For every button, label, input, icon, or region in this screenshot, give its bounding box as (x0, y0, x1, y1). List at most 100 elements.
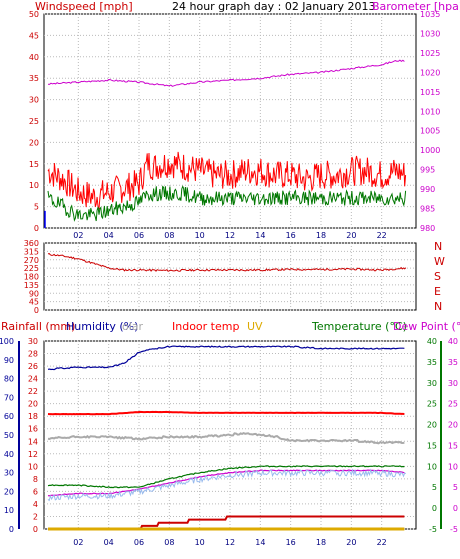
wind-tick-10: 10 (29, 181, 39, 190)
baro-tick-1010: 1010 (420, 107, 440, 116)
baro-tick-985: 985 (420, 205, 435, 214)
humidity-tick-70: 70 (4, 393, 14, 402)
rain-tick-24: 24 (28, 375, 38, 384)
series-temperature (47, 465, 405, 489)
humidity-axis-title: Humidity (%) (66, 320, 138, 333)
humidity-tick-30: 30 (4, 469, 14, 478)
baro-tick-1025: 1025 (420, 49, 440, 58)
windspeed-axis-title: Windspeed [mph] (35, 0, 133, 13)
series-barometer (47, 59, 405, 87)
rain-tick-4: 4 (33, 500, 38, 509)
rain-tick-8: 8 (33, 475, 38, 484)
hour-tick-08: 08 (164, 231, 174, 240)
humidity-tick-90: 90 (4, 356, 14, 365)
humidity-tick-10: 10 (4, 506, 14, 515)
dir-label-n-top: N (434, 240, 442, 253)
baro-tick-990: 990 (420, 185, 435, 194)
wind-tick-45: 45 (29, 31, 39, 40)
temp-tick-20: 20 (427, 421, 437, 430)
hour-tick-16: 16 (286, 538, 296, 547)
hour-tick-06: 06 (134, 231, 144, 240)
temp-tick-5: 5 (432, 483, 437, 492)
dir-tick-45: 45 (29, 298, 39, 307)
wind-barometer-panel: 0510152025303540455098098599099510001005… (29, 10, 441, 240)
dewpoint-tick-20: 20 (448, 421, 458, 430)
dir-tick-180: 180 (24, 273, 39, 282)
barometer-axis-title: Barometer [hpa] (372, 0, 460, 13)
hour-tick-06: 06 (134, 538, 144, 547)
rain-tick-26: 26 (28, 362, 38, 371)
hour-tick-14: 14 (255, 538, 265, 547)
dewpoint-axis-title: Dew Point (°C) (393, 320, 460, 333)
temp-humidity-panel: 0 10 20 30 40 5 06 0 70 80 90 100 02 4 6 8 10 12 14 16 18 20 2… (0, 337, 458, 547)
series-dew-point (47, 469, 405, 497)
baro-tick-1005: 1005 (420, 127, 440, 136)
rain-tick-12: 12 (28, 450, 38, 459)
baro-tick-1015: 1015 (420, 88, 440, 97)
series-indoor-temp (47, 410, 405, 416)
rain-tick-6: 6 (33, 487, 38, 496)
dewpoint-tick-40: 40 (448, 337, 458, 346)
hour-tick-04: 04 (104, 538, 114, 547)
dir-tick-315: 315 (24, 247, 39, 256)
hour-tick-12: 12 (225, 538, 235, 547)
dewpoint-tick-10: 10 (448, 462, 458, 471)
hour-tick-20: 20 (346, 538, 356, 547)
wind-tick-0: 0 (34, 224, 39, 233)
baro-tick-1000: 1000 (420, 146, 440, 155)
wind-tick-35: 35 (29, 74, 39, 83)
dir-label-s: S (434, 270, 441, 283)
temp-tick-30: 30 (427, 379, 437, 388)
temp-tick-35: 35 (427, 358, 437, 367)
rain-tick-22: 22 (28, 387, 38, 396)
dewpoint-tick-25: 25 (448, 400, 458, 409)
rain-tick-16: 16 (28, 425, 38, 434)
dir-label-n-bottom: N (434, 300, 442, 313)
series-humidity (47, 345, 405, 371)
humidity-tick-80: 80 (4, 375, 14, 384)
rain-tick-14: 14 (28, 437, 38, 446)
chart-title: 24 hour graph day : 02 January 2013 (172, 0, 376, 13)
wind-tick-30: 30 (29, 96, 39, 105)
baro-tick-1035: 1035 (420, 10, 440, 19)
uv-axis-title: UV (247, 320, 263, 333)
hour-tick-22: 22 (377, 538, 387, 547)
wind-tick-20: 20 (29, 138, 39, 147)
series-windspeed-gust (47, 151, 407, 210)
hour-tick-16: 16 (286, 231, 296, 240)
hour-tick-02: 02 (73, 231, 83, 240)
hour-tick-10: 10 (195, 231, 205, 240)
humidity-tick-40: 40 (4, 450, 14, 459)
rain-tick-30: 30 (28, 337, 38, 346)
hour-tick-08: 08 (164, 538, 174, 547)
solar-axis-title: olar (122, 320, 144, 333)
rain-tick-2: 2 (33, 512, 38, 521)
dewpoint-tick-15: 15 (448, 441, 458, 450)
temp-tick-40: 40 (427, 337, 437, 346)
temp-tick-15: 15 (427, 441, 437, 450)
dir-tick-135: 135 (24, 281, 39, 290)
hour-tick-02: 02 (73, 538, 83, 547)
rain-tick-28: 28 (28, 350, 38, 359)
humidity-tick-20: 20 (4, 487, 14, 496)
hour-tick-14: 14 (255, 231, 265, 240)
wind-tick-5: 5 (34, 203, 39, 212)
series-windspeed-avg (47, 185, 407, 222)
series-solar (47, 431, 405, 445)
hour-tick-12: 12 (225, 231, 235, 240)
dewpoint-tick-0: 0 (453, 504, 458, 513)
dir-tick-0: 0 (34, 306, 39, 315)
hour-tick-04: 04 (104, 231, 114, 240)
hour-tick-20: 20 (346, 231, 356, 240)
humidity-tick-100: 100 (0, 337, 14, 346)
rain-tick-18: 18 (28, 412, 38, 421)
humidity-tick-0: 0 (9, 525, 14, 534)
hour-tick-22: 22 (377, 231, 387, 240)
temperature-axis-title: Temperature (°C) (311, 320, 407, 333)
dewpoint-tick--5: -5 (450, 525, 458, 534)
hour-tick-10: 10 (195, 538, 205, 547)
dir-tick-90: 90 (29, 289, 39, 298)
series-direction (47, 253, 407, 272)
wind-tick-25: 25 (29, 117, 39, 126)
